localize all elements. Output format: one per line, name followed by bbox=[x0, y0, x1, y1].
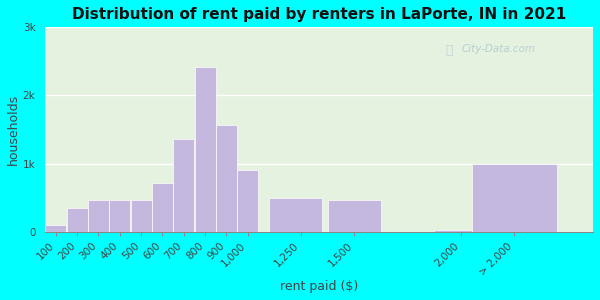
Bar bbox=[131, 200, 152, 232]
Bar bbox=[173, 139, 194, 232]
Bar bbox=[46, 225, 67, 232]
Bar bbox=[328, 200, 381, 232]
Bar bbox=[109, 200, 130, 232]
Bar bbox=[152, 183, 173, 232]
Text: City-Data.com: City-Data.com bbox=[461, 44, 536, 54]
Bar bbox=[194, 67, 215, 232]
Bar bbox=[88, 200, 109, 232]
Bar bbox=[237, 170, 258, 232]
Y-axis label: households: households bbox=[7, 94, 20, 165]
Bar bbox=[67, 208, 88, 232]
Bar bbox=[434, 230, 477, 232]
Bar bbox=[269, 198, 322, 232]
Title: Distribution of rent paid by renters in LaPorte, IN in 2021: Distribution of rent paid by renters in … bbox=[72, 7, 566, 22]
X-axis label: rent paid ($): rent paid ($) bbox=[280, 280, 358, 293]
Text: ⦿: ⦿ bbox=[445, 44, 452, 57]
Bar bbox=[472, 164, 557, 232]
Bar bbox=[216, 125, 237, 232]
